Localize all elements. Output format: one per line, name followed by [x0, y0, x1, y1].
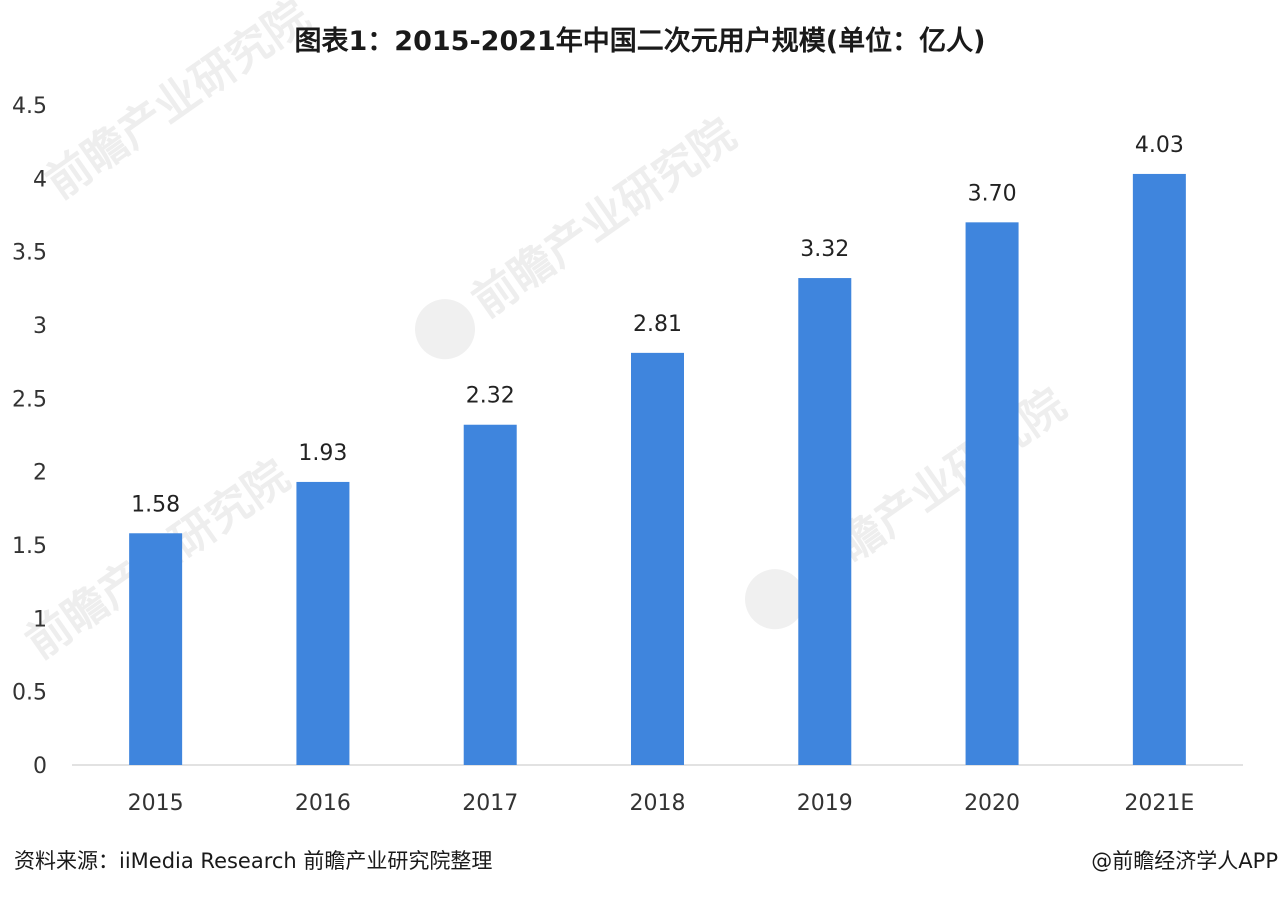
data-label: 2.32 [466, 384, 515, 409]
data-label: 2.81 [633, 312, 682, 337]
bar-2017 [463, 424, 517, 765]
y-tick-label: 4 [33, 167, 47, 192]
watermark-logo: 前瞻产业研究院 [745, 379, 1075, 630]
source-note: 资料来源：iiMedia Research 前瞻产业研究院整理 [14, 849, 492, 873]
y-axis: 0 0.5 1 1.5 2 2.5 3 3.5 4 4.5 [12, 94, 47, 779]
x-tick-label: 2015 [128, 791, 184, 816]
y-tick-label: 3.5 [12, 241, 47, 266]
data-labels: 1.58 1.93 2.32 2.81 3.32 3.70 4.03 [131, 133, 1184, 517]
bar-2015 [129, 533, 183, 765]
y-tick-label: 2 [33, 461, 47, 486]
x-tick-label: 2016 [295, 791, 351, 816]
data-label: 1.93 [298, 441, 347, 466]
bar-2020 [965, 222, 1019, 766]
data-label: 4.03 [1135, 133, 1184, 158]
watermark-logo: 前瞻产业研究院 [37, 0, 319, 209]
x-tick-label: 2018 [630, 791, 686, 816]
x-tick-label: 2020 [964, 791, 1020, 816]
bars [129, 173, 1186, 766]
y-tick-label: 0.5 [12, 681, 47, 706]
y-tick-label: 0 [33, 754, 47, 779]
watermark-circle-icon [415, 299, 476, 360]
x-tick-label: 2019 [797, 791, 853, 816]
data-label: 3.32 [800, 237, 849, 262]
data-label: 3.70 [968, 181, 1017, 206]
x-tick-label: 2021E [1124, 791, 1194, 816]
watermark-logo: 前瞻产业研究院 [415, 109, 745, 360]
watermark-text: 前瞻产业研究院 [463, 109, 745, 327]
y-tick-label: 4.5 [12, 94, 47, 119]
watermark-circle-icon [745, 569, 806, 630]
bar-2016 [296, 481, 350, 765]
credit-note: @前瞻经济学人APP [1091, 849, 1278, 873]
y-tick-label: 3 [33, 314, 47, 339]
x-tick-label: 2017 [462, 791, 518, 816]
data-label: 1.58 [131, 492, 180, 517]
chart-title: 图表1：2015-2021年中国二次元用户规模(单位：亿人) [295, 25, 986, 57]
y-tick-label: 1 [33, 607, 47, 632]
y-tick-label: 2.5 [12, 387, 47, 412]
y-tick-label: 1.5 [12, 534, 47, 559]
bar-2018 [631, 352, 684, 765]
bar-2021E [1132, 173, 1186, 765]
x-axis: 2015 2016 2017 2018 2019 2020 2021E [128, 791, 1195, 816]
watermark-text: 前瞻产业研究院 [37, 0, 319, 209]
bar-2019 [798, 278, 852, 765]
